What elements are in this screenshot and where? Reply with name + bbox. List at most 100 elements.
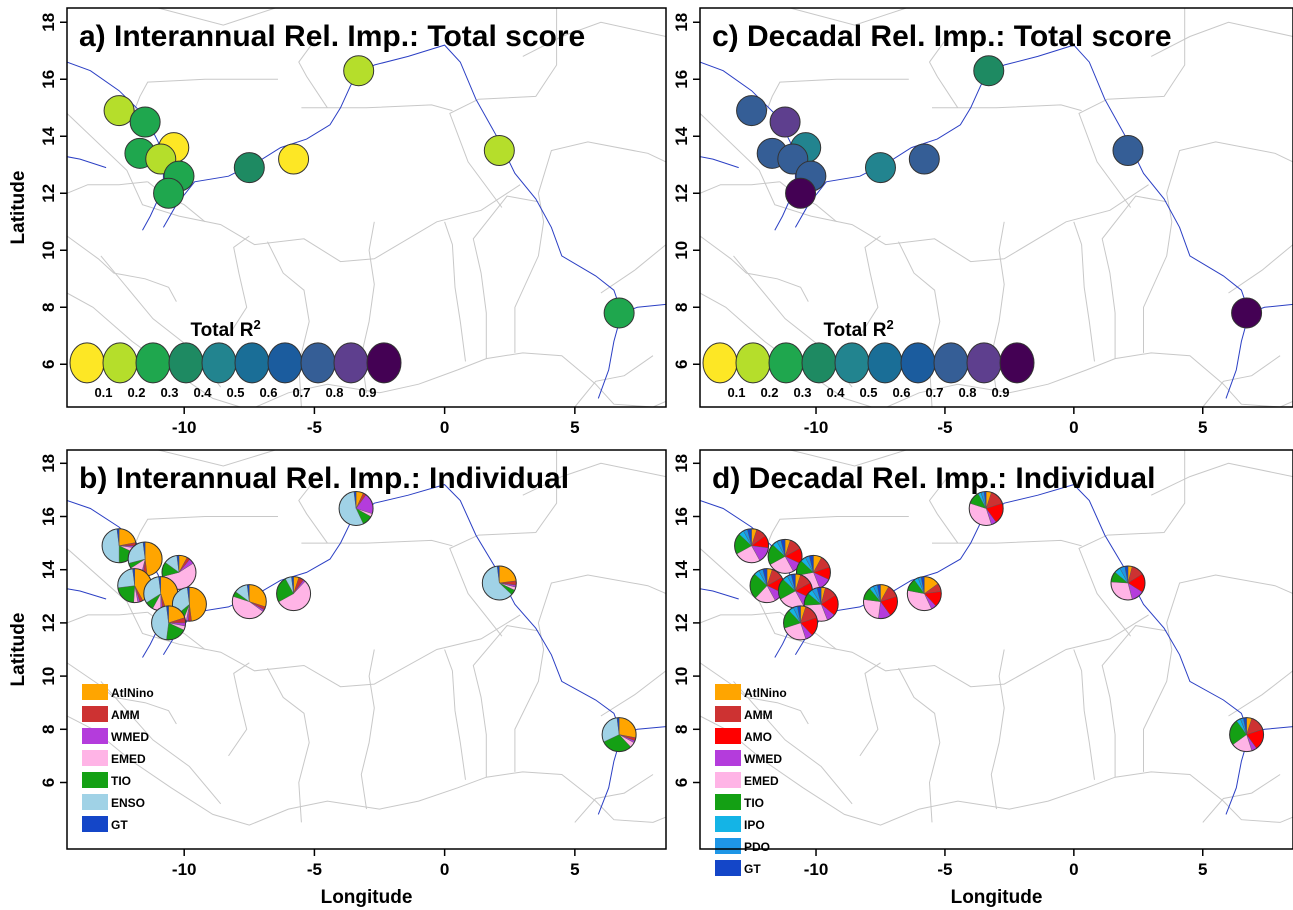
- legend-title-sup: 2: [886, 316, 893, 331]
- legend-label: AtlNino: [744, 686, 787, 700]
- y-tick-label: 14: [39, 126, 58, 145]
- y-tick-label: 16: [39, 70, 58, 89]
- legend-swatch: [267, 342, 303, 384]
- pie-slice-atlnino: [189, 587, 207, 622]
- country-border: [1078, 450, 1186, 637]
- pie-outline: [906, 576, 942, 612]
- station-point: [233, 152, 265, 184]
- country-border: [1202, 774, 1281, 823]
- country-border: [700, 548, 1149, 688]
- legend-swatch: [801, 342, 837, 384]
- x-tick-label: 5: [1198, 418, 1207, 437]
- country-border: [449, 450, 558, 637]
- legend-swatch: [999, 342, 1035, 384]
- country-border: [514, 574, 666, 772]
- country-border: [1101, 195, 1167, 359]
- country-border: [990, 649, 1005, 810]
- legend-label: ENSO: [111, 796, 145, 810]
- legend-swatch: [715, 860, 741, 876]
- pie-outline: [968, 491, 1004, 527]
- legend-swatch: [69, 342, 105, 384]
- data-marks: [734, 491, 1265, 753]
- y-tick-label: 14: [672, 560, 691, 579]
- legend-value: 0.9: [991, 385, 1009, 400]
- y-axis-label: Latitude: [8, 171, 29, 245]
- station-pie: [338, 491, 374, 527]
- legend-value: 0.2: [760, 385, 778, 400]
- country-border: [514, 141, 666, 353]
- r2-legend: Total R2 0.1 0.2 0.3 0.4 0.5 0.6 0.7 0.8 0.9: [702, 316, 1035, 400]
- legend-title-text: Total R: [190, 320, 253, 341]
- pie-slice-atlnino: [618, 717, 637, 739]
- station-pie: [1110, 565, 1146, 601]
- country-border: [472, 625, 539, 778]
- country-border: [67, 113, 521, 263]
- station-point: [864, 152, 896, 184]
- y-tick-label: 16: [672, 507, 691, 526]
- pie-outline: [171, 586, 207, 622]
- y-tick-label: 8: [672, 303, 691, 312]
- station-pie: [143, 576, 179, 612]
- legend-swatch: [168, 342, 204, 384]
- legend-label: IPO: [744, 818, 765, 832]
- river-line: [700, 588, 739, 600]
- legend-swatch: [201, 342, 237, 384]
- y-tick-label: 10: [39, 241, 58, 260]
- map-background: [67, 450, 666, 826]
- data-marks: [736, 55, 1263, 329]
- station-pie: [161, 554, 197, 590]
- station-pie: [276, 576, 312, 612]
- country-border: [228, 662, 250, 757]
- legend-swatch: [82, 750, 108, 766]
- country-border: [298, 473, 328, 544]
- y-tick-label: 8: [39, 725, 58, 734]
- country-border: [522, 462, 666, 496]
- country-border: [301, 104, 453, 112]
- legend-swatch: [867, 342, 903, 384]
- panel-frame: [699, 449, 1293, 850]
- panel-frame: [66, 7, 667, 408]
- y-tick-label: 8: [672, 725, 691, 734]
- station-pie: [968, 491, 1004, 527]
- legend-label: AtlNino: [111, 686, 154, 700]
- x-tick-label: 0: [1069, 860, 1078, 879]
- pie-slice-enso: [117, 568, 135, 589]
- legend-label: PDO: [744, 840, 770, 854]
- x-tick-label: -5: [307, 418, 322, 437]
- river-line: [700, 156, 739, 169]
- y-tick-label: 8: [39, 303, 58, 312]
- legend-value: 0.5: [859, 385, 877, 400]
- legend-label: GT: [744, 862, 761, 876]
- legend-label: EMED: [111, 752, 146, 766]
- y-tick-label: 12: [39, 613, 58, 632]
- pie-outline: [231, 584, 267, 620]
- legend-swatch: [333, 342, 369, 384]
- country-border: [898, 667, 941, 823]
- country-border: [1150, 462, 1293, 496]
- legend-value: 0.7: [925, 385, 943, 400]
- pie-outline: [338, 491, 374, 527]
- pie-outline: [734, 528, 770, 564]
- panel-b: -10 -5 0 5 6 8 10 12 14 16 18 Latitude Longitude AtlN…: [8, 449, 667, 908]
- country-border: [600, 244, 666, 294]
- x-tick-label: -10: [172, 860, 197, 879]
- legend-title: Total R2: [823, 316, 893, 341]
- river-line: [794, 44, 1250, 399]
- river-line: [67, 588, 107, 600]
- legend-value: 0.6: [892, 385, 910, 400]
- legend-swatch: [715, 728, 741, 744]
- legend-label: AMM: [111, 708, 140, 722]
- legend-label: EMED: [744, 774, 779, 788]
- country-border: [700, 662, 809, 725]
- x-tick-label: 0: [440, 418, 449, 437]
- panel-title: c) Decadal Rel. Imp.: Total score: [712, 20, 1172, 53]
- legend-label: TIO: [744, 796, 764, 810]
- river-line: [162, 484, 623, 815]
- country-border: [790, 450, 907, 467]
- y-tick-label: 16: [672, 70, 691, 89]
- y-tick-label: 6: [39, 360, 58, 369]
- category-legend: AtlNino AMM WMED EMED TIO ENSO GT: [82, 684, 154, 832]
- country-border: [932, 104, 1082, 112]
- panel-c: -10 -5 0 5 6 8 10 12 14 16 18 Total R2 0.1 0.2 0.3 0.4 0…: [672, 7, 1293, 437]
